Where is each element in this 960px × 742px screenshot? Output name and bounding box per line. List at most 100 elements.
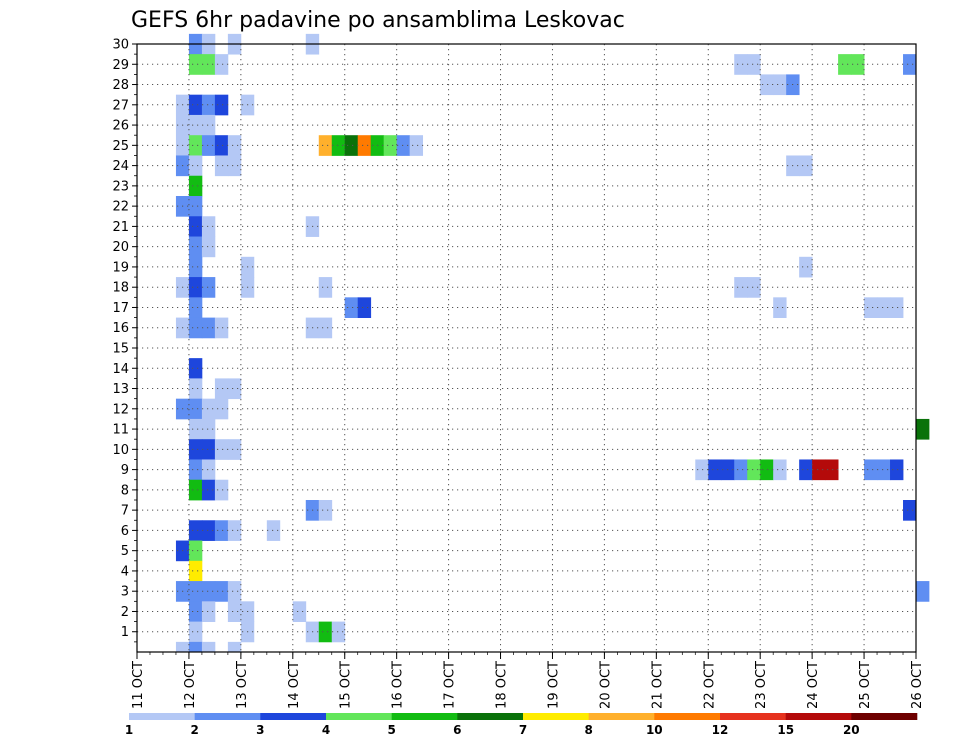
y-tick-label: 22 xyxy=(112,200,129,215)
precip-cell xyxy=(214,155,229,177)
precip-cell xyxy=(266,520,281,541)
precip-cell xyxy=(838,54,852,75)
precip-cell xyxy=(344,297,359,318)
precip-cell xyxy=(188,256,203,278)
y-tick-label: 2 xyxy=(121,605,129,620)
precip-cell xyxy=(188,297,203,318)
y-tick-label: 26 xyxy=(112,119,129,134)
y-tick-label: 13 xyxy=(112,382,129,397)
precip-cell xyxy=(201,439,216,460)
precip-cell xyxy=(227,520,242,541)
x-tick-label: 24 OCT xyxy=(806,661,821,709)
precip-cell xyxy=(188,418,203,440)
y-tick-label: 15 xyxy=(112,342,129,357)
colorbar-label: 10 xyxy=(646,723,663,737)
precip-cell xyxy=(214,581,229,602)
x-tick-label: 23 OCT xyxy=(754,661,769,709)
precip-cell xyxy=(201,398,216,420)
x-tick-label: 22 OCT xyxy=(702,661,717,709)
precip-cell xyxy=(760,459,774,481)
precip-cell xyxy=(201,479,216,501)
precip-cell xyxy=(227,135,242,156)
x-tick-label: 17 OCT xyxy=(443,661,458,709)
precip-cell xyxy=(188,94,203,116)
precip-cell xyxy=(773,297,787,318)
precip-cell xyxy=(760,74,774,96)
y-tick-label: 28 xyxy=(112,78,129,93)
precip-cell xyxy=(864,459,878,481)
precip-cell xyxy=(188,358,203,379)
y-tick-label: 11 xyxy=(112,423,129,438)
y-tick-label: 25 xyxy=(112,139,129,154)
y-tick-label: 17 xyxy=(112,301,129,316)
precip-cell xyxy=(214,135,229,156)
colorbar-label: 7 xyxy=(519,723,527,737)
plot-frame xyxy=(136,43,917,653)
precip-cell xyxy=(344,135,359,156)
x-tick-label: 21 OCT xyxy=(650,661,665,709)
precip-cell xyxy=(799,155,813,177)
precip-cell xyxy=(201,94,216,116)
precip-cell xyxy=(292,601,307,622)
colorbar-swatch xyxy=(523,713,589,720)
colorbar-label: 15 xyxy=(777,723,794,737)
x-tick-label: 26 OCT xyxy=(910,661,925,709)
precip-cell xyxy=(214,378,229,400)
colorbar-label: 12 xyxy=(712,723,729,737)
colorbar: 1 2 3 4 5 6 7 8 10 12 15 20 xyxy=(125,713,918,737)
colorbar-swatch xyxy=(720,713,786,720)
colorbar-label: 4 xyxy=(322,723,330,737)
precip-cell xyxy=(188,135,203,156)
y-tick-label: 10 xyxy=(112,443,129,458)
precip-cell xyxy=(747,54,761,75)
precip-cell xyxy=(409,135,424,156)
x-tick-label: 11 OCT xyxy=(131,661,146,709)
y-tick-label: 30 xyxy=(112,38,129,53)
precip-cell xyxy=(747,459,761,481)
precip-cell xyxy=(318,621,333,643)
precip-cell xyxy=(188,175,203,197)
y-tick-label: 8 xyxy=(121,483,129,498)
precip-cell xyxy=(331,135,346,156)
colorbar-swatch xyxy=(194,713,261,720)
colorbar-swatch xyxy=(457,713,524,720)
y-tick-label: 27 xyxy=(112,98,129,113)
precip-cell xyxy=(201,236,216,258)
y-tick-label: 9 xyxy=(121,463,129,478)
precip-cell xyxy=(214,94,229,116)
y-tick-label: 12 xyxy=(112,402,129,417)
y-tick-label: 29 xyxy=(112,58,129,73)
colorbar-swatch xyxy=(588,713,655,720)
precip-cell xyxy=(708,459,722,481)
x-axis: 11 OCT 12 OCT 13 OCT 14 OCT 15 OCT 16 OCT 17 O… xyxy=(131,652,925,709)
grid-lines xyxy=(137,44,916,652)
x-tick-label: 14 OCT xyxy=(287,661,302,709)
colorbar-swatch xyxy=(326,713,392,720)
precip-cell xyxy=(734,277,748,298)
precip-cell xyxy=(201,114,216,136)
precip-cell xyxy=(201,216,216,237)
precip-cell xyxy=(877,459,891,481)
precip-cell xyxy=(227,641,242,653)
precip-cell xyxy=(734,459,748,481)
precip-cell xyxy=(188,54,203,75)
precip-cell xyxy=(773,459,787,481)
precip-cell xyxy=(201,277,216,298)
precip-cell xyxy=(383,135,398,156)
precip-cell xyxy=(188,601,203,622)
x-tick-label: 25 OCT xyxy=(858,661,873,709)
precip-cell xyxy=(890,297,904,318)
precip-cell xyxy=(799,256,813,278)
y-tick-label: 24 xyxy=(112,159,129,174)
precip-cell xyxy=(201,54,216,75)
precip-cell xyxy=(227,378,242,400)
precip-cell xyxy=(201,135,216,156)
x-tick-label: 18 OCT xyxy=(495,661,510,709)
precip-cell xyxy=(201,601,216,622)
precip-cell xyxy=(331,621,346,643)
x-tick-label: 20 OCT xyxy=(598,661,613,709)
precip-cell xyxy=(188,520,203,541)
precip-cell xyxy=(227,155,242,177)
precip-cell xyxy=(188,155,203,177)
precip-cell xyxy=(357,297,372,318)
